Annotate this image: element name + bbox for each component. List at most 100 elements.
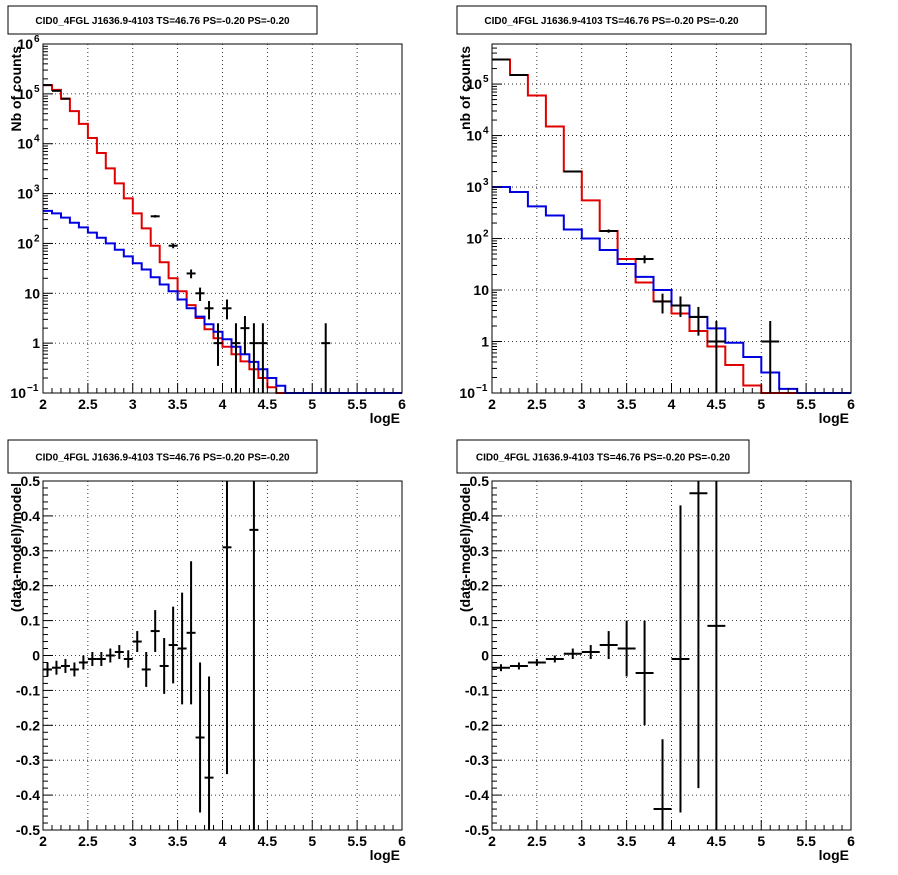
x-tick-label: 4 [668, 833, 676, 849]
data-points [43, 84, 331, 393]
chart-residuals-right: CID0_4FGL J1636.9-4103 TS=46.76 PS=-0.20… [456, 439, 855, 863]
y-axis-label: (data-model)/model [457, 483, 473, 612]
y-tick-label: 10 [10, 385, 26, 401]
data-point [204, 676, 214, 830]
y-tick-label: 10 [17, 136, 33, 152]
y-tick-label: -0.5 [16, 822, 40, 838]
y-tick-exponent: 2 [483, 229, 489, 240]
chart-title: CID0_4FGL J1636.9-4103 TS=46.76 PS=-0.20… [35, 16, 290, 27]
chart-pad-bottom-right: CID0_4FGL J1636.9-4103 TS=46.76 PS=-0.20… [449, 437, 898, 875]
data-point [492, 664, 510, 672]
y-tick-label: 0.1 [21, 613, 41, 629]
data-point [321, 323, 331, 393]
x-tick-label: 2 [39, 833, 47, 849]
chart-pad-top-left: CID0_4FGL J1636.9-4103 TS=46.76 PS=-0.20… [0, 0, 449, 437]
x-tick-label: 5.5 [796, 396, 816, 412]
data-point [689, 306, 708, 336]
data-point [222, 481, 232, 775]
y-tick-label: 10 [466, 179, 482, 195]
y-tick-label: -0.3 [16, 752, 40, 768]
data-point [132, 631, 142, 653]
x-tick-label: 2.5 [527, 833, 547, 849]
data-point [69, 662, 79, 677]
data-point [258, 323, 268, 393]
grid [492, 481, 851, 830]
data-point [635, 255, 654, 264]
data-point [617, 620, 636, 677]
data-point [671, 296, 690, 317]
data-point [527, 658, 546, 666]
data-point [159, 638, 169, 694]
data-point [150, 215, 160, 218]
x-tick-label: 2 [488, 833, 496, 849]
x-tick-label: 4.5 [707, 396, 727, 412]
x-tick-label: 6 [847, 833, 855, 849]
y-tick-label: 10 [24, 285, 40, 301]
y-tick-label: 0.3 [470, 543, 490, 559]
y-tick-label: -0.2 [16, 717, 40, 733]
data-point [653, 739, 672, 830]
chart-residuals-left: CID0_4FGL J1636.9-4103 TS=46.76 PS=-0.20… [7, 439, 406, 863]
y-tick-label: 10 [466, 231, 482, 247]
data-point [240, 316, 250, 355]
x-tick-label: 2 [488, 396, 496, 412]
y-axis-label: (data-model)/model [8, 483, 24, 612]
data-point [87, 652, 97, 666]
y-axis-label: Nb of counts [8, 46, 24, 132]
data-point [545, 655, 564, 663]
y-tick-label: 0 [481, 648, 489, 664]
data-point [114, 645, 124, 659]
y-tick-exponent: −1 [27, 383, 39, 394]
x-tick-label: 5.5 [347, 833, 367, 849]
data-point [186, 561, 196, 705]
data-point [249, 323, 259, 393]
y-tick-exponent: 6 [34, 34, 40, 45]
y-tick-label: 0.2 [470, 578, 490, 594]
data-point [168, 243, 178, 249]
histogram-series-0 [492, 58, 851, 394]
data-point [509, 662, 528, 670]
chart-title: CID0_4FGL J1636.9-4103 TS=46.76 PS=-0.20… [35, 453, 290, 464]
data-point [105, 648, 115, 663]
data-point [581, 645, 600, 659]
data-point [599, 631, 618, 659]
y-tick-exponent: 4 [34, 134, 40, 145]
x-tick-label: 2 [39, 396, 47, 412]
x-tick-label: 5.5 [796, 833, 816, 849]
data-point [563, 648, 582, 659]
y-tick-exponent: 4 [483, 126, 489, 137]
data-points [492, 58, 780, 393]
x-axis-label: logE [819, 847, 849, 863]
histogram-series-0 [43, 84, 402, 394]
x-tick-label: 5 [757, 396, 765, 412]
x-tick-label: 5 [308, 396, 316, 412]
y-tick-label: 10 [17, 36, 33, 52]
data-point [563, 170, 582, 173]
x-tick-label: 3.5 [168, 833, 188, 849]
y-tick-label: 1 [32, 335, 40, 351]
data-point [761, 321, 780, 393]
y-tick-label: 0.5 [21, 473, 41, 489]
x-tick-label: 3.5 [168, 396, 188, 412]
y-tick-exponent: −1 [476, 383, 488, 394]
y-tick-label: 10 [466, 128, 482, 144]
y-tick-label: -0.2 [465, 717, 489, 733]
chart-pad-top-right: CID0_4FGL J1636.9-4103 TS=46.76 PS=-0.20… [449, 0, 898, 437]
y-tick-exponent: 5 [483, 74, 489, 85]
y-tick-label: 0.2 [21, 578, 41, 594]
title-box [456, 5, 767, 35]
x-tick-label: 6 [847, 396, 855, 412]
data-point [96, 652, 106, 666]
y-tick-label: -0.4 [16, 787, 40, 803]
data-point [150, 610, 160, 653]
x-tick-label: 4 [668, 396, 676, 412]
x-tick-label: 5 [757, 833, 765, 849]
x-tick-label: 2.5 [78, 833, 98, 849]
x-axis-label: logE [370, 847, 400, 863]
x-tick-label: 2.5 [527, 396, 547, 412]
y-tick-label: 0.4 [21, 508, 41, 524]
y-tick-exponent: 5 [34, 84, 40, 95]
y-tick-label: -0.5 [465, 822, 489, 838]
y-tick-label: 0.5 [470, 473, 490, 489]
x-tick-label: 3 [578, 833, 586, 849]
